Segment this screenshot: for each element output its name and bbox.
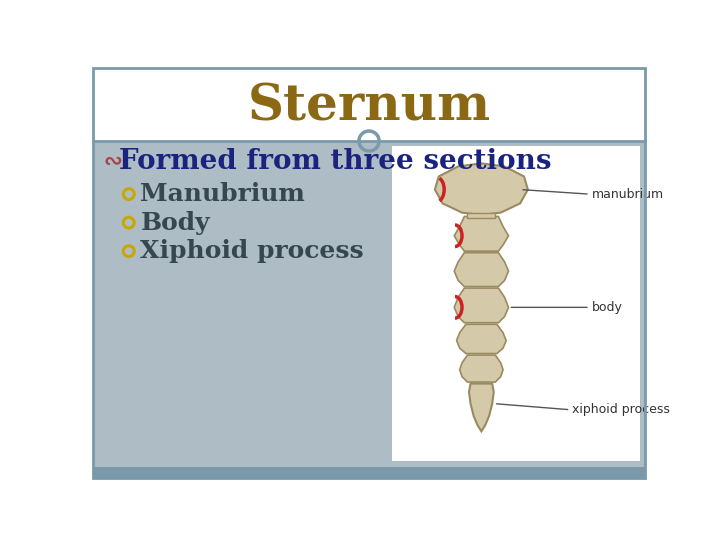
Polygon shape bbox=[435, 164, 528, 215]
Text: Manubrium: Manubrium bbox=[140, 182, 305, 206]
Text: Sternum: Sternum bbox=[248, 83, 490, 132]
Bar bbox=[93, 141, 645, 477]
Text: body: body bbox=[591, 301, 622, 314]
Bar bbox=[93, 68, 645, 141]
Bar bbox=[392, 146, 640, 461]
Text: Formed from three sections: Formed from three sections bbox=[120, 148, 552, 176]
Polygon shape bbox=[454, 288, 508, 323]
Polygon shape bbox=[467, 213, 495, 218]
Text: Xiphoid process: Xiphoid process bbox=[140, 239, 364, 263]
Polygon shape bbox=[469, 383, 494, 431]
Polygon shape bbox=[454, 217, 508, 251]
Text: ∾: ∾ bbox=[104, 152, 122, 172]
Text: xiphoid process: xiphoid process bbox=[572, 403, 670, 416]
Text: Body: Body bbox=[140, 211, 210, 235]
Bar bbox=[93, 467, 645, 477]
Polygon shape bbox=[454, 253, 508, 287]
Text: manubrium: manubrium bbox=[591, 188, 664, 201]
Polygon shape bbox=[459, 355, 503, 382]
Polygon shape bbox=[456, 325, 506, 354]
